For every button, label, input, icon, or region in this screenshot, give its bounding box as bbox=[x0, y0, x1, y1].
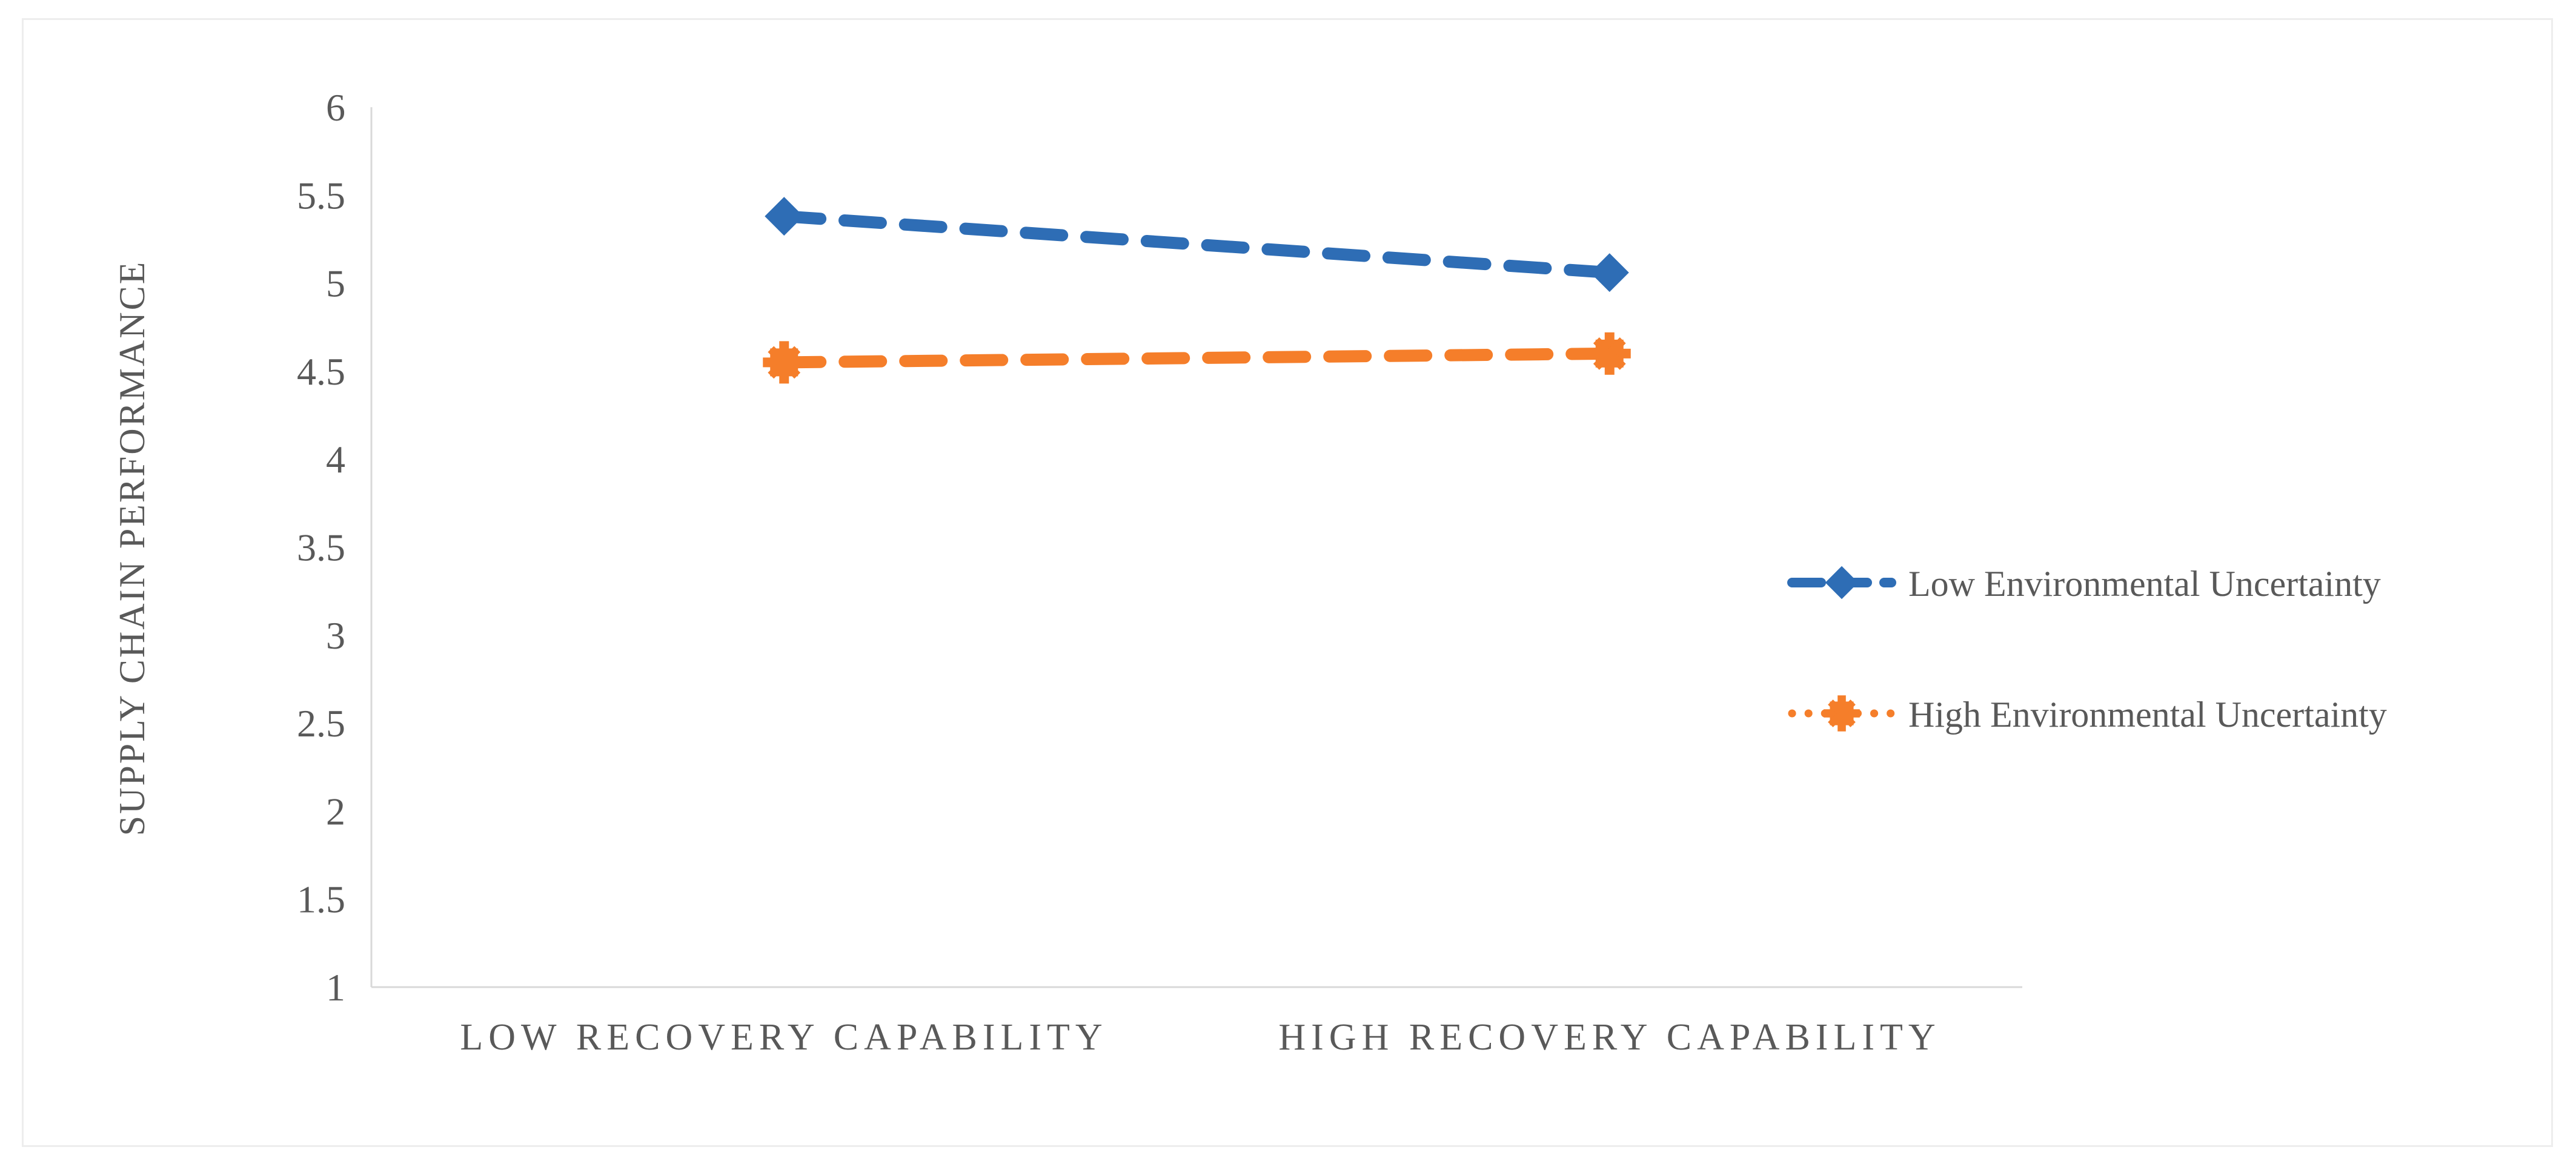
series-line-low-environmental-uncertainty bbox=[778, 210, 1616, 279]
chart-outer-border bbox=[22, 18, 2553, 1147]
legend-marker-x-square bbox=[1824, 695, 1860, 732]
x-category-label-low-recovery: LOW RECOVERY CAPABILITY bbox=[460, 1017, 1107, 1058]
y-tick-label: 3 bbox=[326, 614, 345, 657]
series-layer bbox=[763, 197, 1631, 384]
y-tick-label: 5.5 bbox=[297, 174, 345, 217]
axes bbox=[370, 107, 2022, 988]
legend-label-high-environmental-uncertainty: High Environmental Uncertainty bbox=[1908, 695, 2387, 735]
y-tick-label: 6 bbox=[326, 86, 345, 129]
y-tick-label: 2.5 bbox=[297, 702, 345, 745]
data-point-high-environmental-uncertainty-0 bbox=[763, 341, 806, 384]
legend-label-low-environmental-uncertainty: Low Environmental Uncertainty bbox=[1908, 564, 2381, 604]
legend-item-low-environmental-uncertainty bbox=[1787, 566, 1896, 600]
y-tick-label: 3.5 bbox=[297, 526, 345, 569]
legend-swatches bbox=[1787, 566, 1896, 732]
y-tick-label: 1 bbox=[326, 966, 345, 1009]
y-tick-label: 2 bbox=[326, 790, 345, 833]
y-axis-tick-labels: 6 5.5 5 4.5 4 3.5 3 2.5 2 1.5 1 bbox=[297, 86, 345, 1009]
y-tick-label: 5 bbox=[326, 262, 345, 305]
y-axis-title: SUPPLY CHAIN PERFORMANCE bbox=[112, 260, 152, 836]
legend-item-high-environmental-uncertainty bbox=[1788, 695, 1896, 732]
data-point-high-environmental-uncertainty-1 bbox=[1588, 332, 1631, 375]
y-tick-label: 4.5 bbox=[297, 350, 345, 393]
y-tick-label: 4 bbox=[326, 438, 345, 481]
data-point-low-environmental-uncertainty-0 bbox=[765, 197, 804, 236]
legend-marker-diamond bbox=[1825, 566, 1859, 600]
x-category-label-high-recovery: HIGH RECOVERY CAPABILITY bbox=[1278, 1017, 1940, 1058]
series-line-high-environmental-uncertainty bbox=[778, 347, 1616, 369]
data-point-low-environmental-uncertainty-1 bbox=[1590, 253, 1629, 292]
y-tick-label: 1.5 bbox=[297, 878, 345, 921]
